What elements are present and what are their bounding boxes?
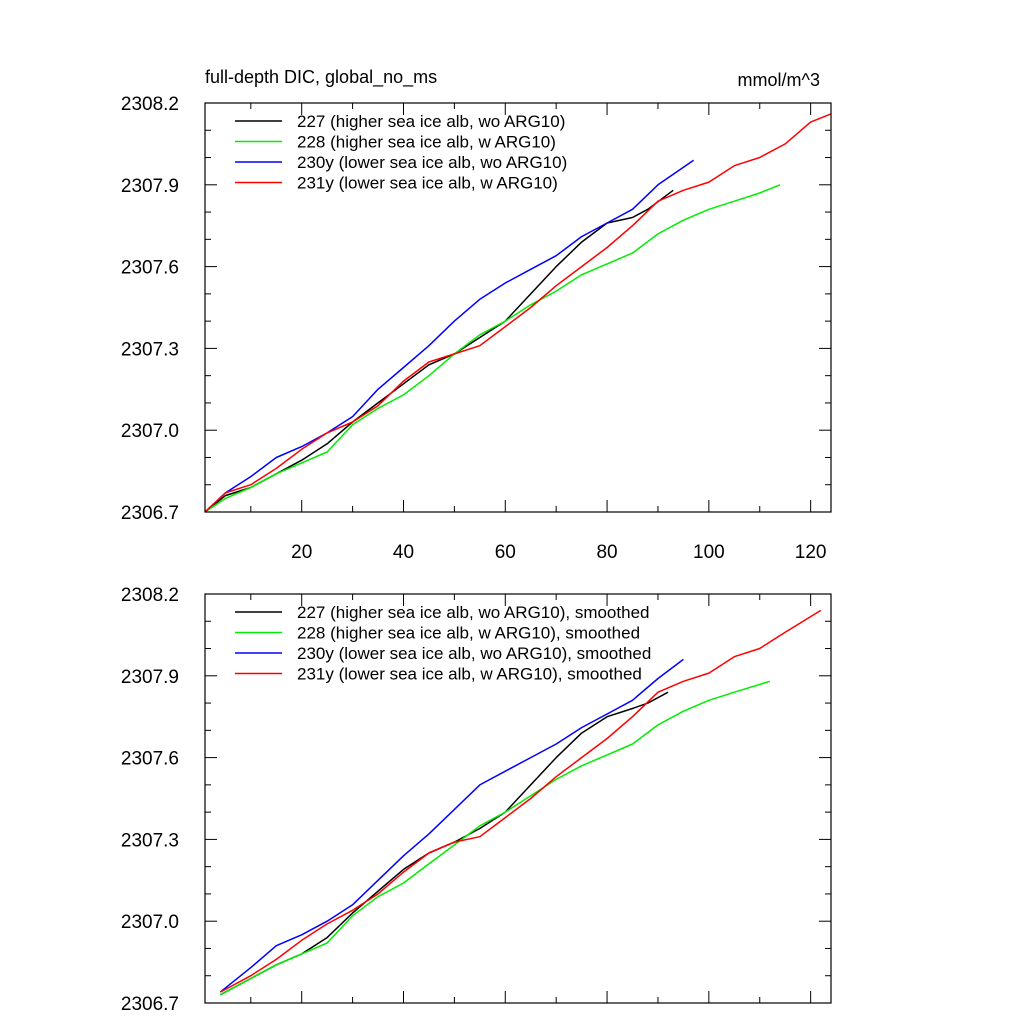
y-tick-label: 2307.3 [121,830,179,851]
y-tick-label: 2307.9 [121,667,179,688]
y-tick-label: 2307.6 [121,749,179,770]
legend-label: 228 (higher sea ice alb, w ARG10) [297,133,556,152]
series-line [219,609,822,993]
plot-lines [219,609,822,996]
legend-label: 230y (lower sea ice alb, wo ARG10), smoo… [297,644,651,663]
units-label: mmol/m^3 [738,70,820,90]
y-tick-label: 2308.2 [121,585,179,606]
legend-label: 227 (higher sea ice alb, wo ARG10) [297,112,565,131]
y-tick-label: 2307.9 [121,176,179,197]
plot-frame [204,593,832,1004]
series-line [204,159,695,513]
plot-lines [204,113,832,513]
y-tick-label: 2308.2 [121,94,179,115]
plot-frame [204,102,832,513]
chart-title: full-depth DIC, global_no_ms [205,67,437,88]
legend: 227 (higher sea ice alb, wo ARG10) 228 (h… [235,112,567,193]
y-tick-label: 2307.6 [121,258,179,279]
series-line [204,184,781,513]
legend: 227 (higher sea ice alb, wo ARG10), smoo… [235,603,651,684]
series-line [204,113,832,513]
x-tick-label: 60 [495,542,516,563]
panel-bottom: 2306.7 2307.0 2307.3 2307.6 2307.9 2308.2 227… [121,585,832,1015]
legend-label: 231y (lower sea ice alb, w ARG10) [297,174,558,193]
x-tick-label: 40 [393,542,414,563]
y-tick-label: 2306.7 [121,994,179,1015]
y-tick-label: 2307.3 [121,339,179,360]
y-tick-label: 2306.7 [121,503,179,524]
legend-label: 231y (lower sea ice alb, w ARG10), smoot… [297,665,642,684]
x-tick-label: 20 [291,542,312,563]
x-tick-label: 80 [596,542,617,563]
legend-label: 228 (higher sea ice alb, w ARG10), smoot… [297,624,640,643]
x-tick-label: 100 [693,542,725,563]
axes-ticks: 2306.7 2307.0 2307.3 2307.6 2307.9 2308.2 20 40… [121,94,831,563]
legend-label: 230y (lower sea ice alb, wo ARG10) [297,153,567,172]
series-line [219,658,684,993]
y-tick-label: 2307.0 [121,421,179,442]
panel-top: full-depth DIC, global_no_ms mmol/m^3 23… [121,67,832,563]
series-line [219,680,771,996]
y-tick-label: 2307.0 [121,912,179,933]
legend-label: 227 (higher sea ice alb, wo ARG10), smoo… [297,603,649,622]
x-tick-label: 120 [795,542,827,563]
